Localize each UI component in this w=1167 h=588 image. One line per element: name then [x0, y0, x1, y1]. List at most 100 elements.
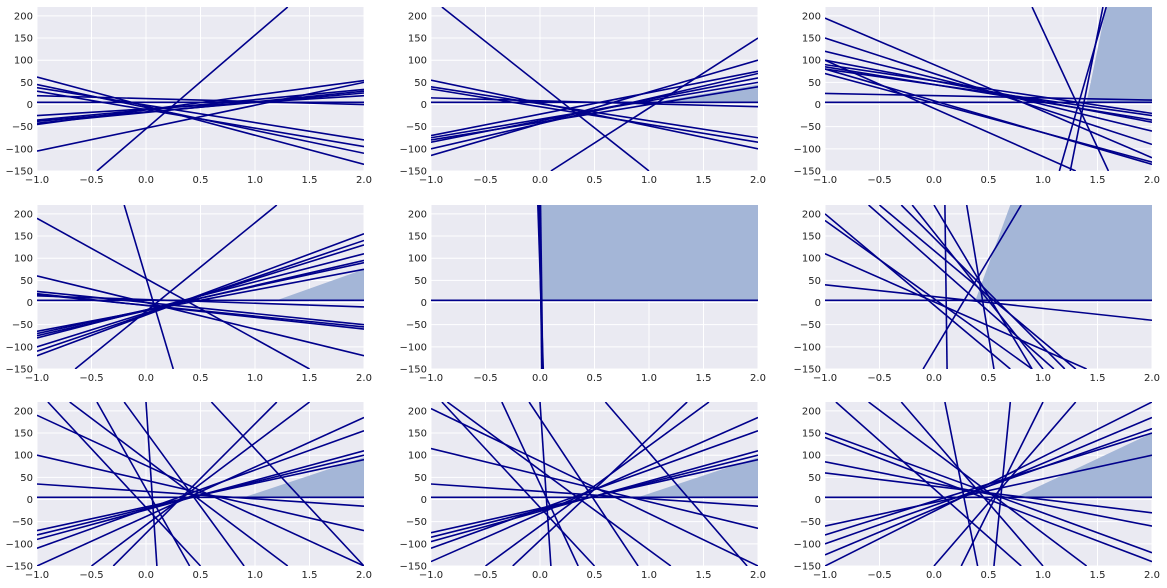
x-tick-labels: −1.0 −0.5 0.0 0.5 1.0 1.5 2.0: [25, 373, 372, 384]
x-tick-label: −1.0: [25, 373, 49, 384]
y-tick-label: −50: [406, 517, 427, 528]
y-tick-label: −100: [794, 144, 821, 155]
series-line-7: [431, 81, 758, 139]
y-tick-labels: −150 −100 −50 0 50 100 150 200: [794, 406, 821, 572]
x-tick-label: 2.0: [1144, 373, 1160, 384]
series-line-12: [69, 402, 289, 566]
chart-panel-8: −1.0 −0.5 0.0 0.5 1.0 1.5 2.0 −150 −100 −50 0 50 100…: [400, 402, 766, 581]
series-line-4: [37, 233, 364, 357]
y-tick-label: 100: [14, 254, 33, 265]
series-line-11: [933, 402, 1077, 566]
series-line-2: [825, 213, 1011, 369]
y-tick-label: 0: [815, 100, 821, 111]
series-line-9: [37, 94, 364, 117]
series-line-12: [446, 402, 672, 566]
x-tick-label: 0.0: [926, 373, 942, 384]
y-tick-label: 200: [14, 11, 33, 22]
x-tick-label: −0.5: [867, 373, 891, 384]
y-tick-label: 200: [408, 406, 427, 417]
feasible-region: [638, 457, 758, 498]
x-tick-labels: −1.0 −0.5 0.0 0.5 1.0 1.5 2.0: [25, 175, 372, 186]
y-tick-label: 200: [408, 11, 427, 22]
series-line-14: [825, 59, 1077, 171]
series-line-2: [123, 205, 175, 369]
plot-content: [431, 205, 758, 369]
series-line-11: [431, 79, 758, 150]
y-tick-label: 0: [815, 495, 821, 506]
y-tick-label: 200: [14, 406, 33, 417]
y-tick-label: −50: [406, 122, 427, 133]
chart-panel-5: −1.0 −0.5 0.0 0.5 1.0 1.5 2.0 −150 −100 −50 0 50 100…: [400, 205, 766, 384]
x-tick-label: 2.0: [1144, 175, 1160, 186]
series-line-8: [431, 70, 758, 137]
series-line-6: [825, 402, 1152, 566]
series-line-13: [123, 402, 245, 566]
x-tick-label: 2.0: [356, 570, 372, 581]
x-tick-label: 1.0: [247, 175, 263, 186]
y-tick-label: 50: [808, 473, 821, 484]
x-tick-labels: −1.0 −0.5 0.0 0.5 1.0 1.5 2.0: [419, 570, 766, 581]
x-tick-label: 1.0: [247, 373, 263, 384]
y-tick-label: 0: [27, 100, 33, 111]
series-line-9: [37, 414, 364, 566]
y-tick-label: 100: [408, 254, 427, 265]
x-tick-label: 0.5: [193, 373, 209, 384]
x-tick-label: 2.0: [1144, 570, 1160, 581]
series-line-15: [944, 402, 979, 566]
y-tick-label: 50: [414, 276, 427, 287]
feasible-region: [1086, 7, 1152, 103]
x-tick-label: 1.5: [1090, 373, 1106, 384]
x-tick-label: 0.5: [587, 570, 603, 581]
chart-panel-9: −1.0 −0.5 0.0 0.5 1.0 1.5 2.0 −150 −100 −50 0 50 100…: [794, 402, 1160, 581]
y-tick-label: 50: [20, 473, 33, 484]
x-tick-label: −1.0: [813, 570, 837, 581]
y-tick-label: −150: [400, 365, 427, 376]
series-line-13: [37, 90, 364, 148]
x-tick-label: −0.5: [473, 373, 497, 384]
x-tick-label: 0.0: [138, 570, 154, 581]
x-tick-label: 0.5: [981, 373, 997, 384]
y-tick-label: 150: [802, 34, 821, 45]
series-line-12: [922, 205, 1022, 369]
x-tick-label: −1.0: [419, 175, 443, 186]
series-line-10: [944, 205, 948, 369]
plot-content: [431, 402, 758, 566]
x-tick-label: 0.0: [138, 175, 154, 186]
x-tick-label: −1.0: [813, 175, 837, 186]
series-line-4: [37, 430, 364, 550]
x-tick-label: 0.5: [981, 570, 997, 581]
y-tick-label: 200: [802, 11, 821, 22]
series-line-10: [485, 402, 710, 566]
chart-panel-3: −1.0 −0.5 0.0 0.5 1.0 1.5 2.0 −150 −100 −50 0 50 100…: [794, 7, 1160, 186]
y-tick-label: −150: [6, 167, 33, 178]
x-tick-label: 0.0: [926, 570, 942, 581]
x-tick-label: 1.5: [696, 373, 712, 384]
series-line-7: [37, 483, 364, 507]
x-tick-label: −0.5: [79, 175, 103, 186]
y-tick-label: 150: [408, 429, 427, 440]
y-tick-label: 0: [421, 495, 427, 506]
y-tick-label: 150: [802, 429, 821, 440]
series-line-8: [825, 461, 1152, 527]
series-line-6: [431, 458, 758, 534]
y-tick-label: −50: [800, 517, 821, 528]
y-tick-label: −150: [794, 365, 821, 376]
series-line-10: [91, 402, 310, 566]
series-line-12: [431, 85, 758, 139]
y-tick-label: 150: [408, 34, 427, 45]
x-tick-label: 0.5: [193, 175, 209, 186]
y-tick-label: −150: [400, 167, 427, 178]
series-line-4: [825, 17, 1152, 159]
series-line-3: [74, 205, 278, 369]
y-tick-label: −100: [6, 539, 33, 550]
y-tick-label: 200: [14, 209, 33, 220]
x-tick-label: 1.5: [1090, 175, 1106, 186]
series-line-3: [825, 427, 1152, 545]
feasible-region: [244, 457, 364, 498]
y-tick-label: −100: [6, 342, 33, 353]
series-line-11: [112, 402, 278, 566]
y-tick-label: 0: [421, 298, 427, 309]
feasible-region: [975, 205, 1152, 301]
x-tick-label: 1.0: [1035, 373, 1051, 384]
